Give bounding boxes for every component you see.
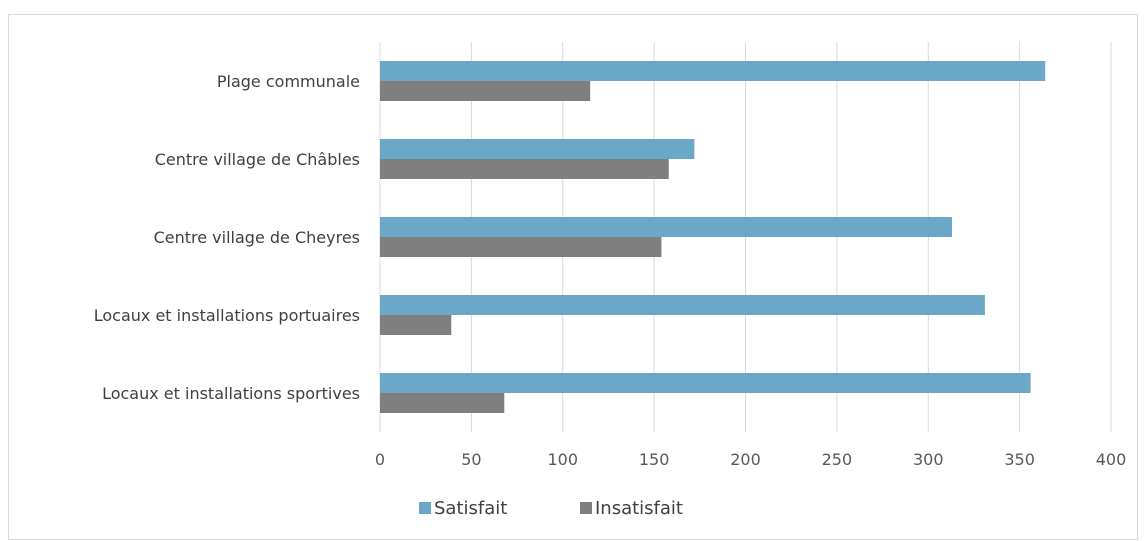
x-tick-label: 250 xyxy=(822,450,853,469)
legend: Satisfait Insatisfait xyxy=(419,498,683,519)
bar-insatisfait-3 xyxy=(380,315,452,335)
bar-satisfait-3 xyxy=(380,295,985,315)
bar-insatisfait-2 xyxy=(380,237,662,257)
x-tick-label: 150 xyxy=(639,450,670,469)
bar-insatisfait-1 xyxy=(380,159,669,179)
x-tick-label: 300 xyxy=(913,450,944,469)
category-label: Locaux et installations portuaires xyxy=(94,306,360,325)
bar-satisfait-1 xyxy=(380,139,695,159)
chart-frame xyxy=(8,14,1138,540)
x-tick-label: 100 xyxy=(547,450,578,469)
x-tick-label: 0 xyxy=(375,450,385,469)
x-tick-label: 200 xyxy=(730,450,761,469)
x-tick-label: 400 xyxy=(1096,450,1127,469)
category-labels: Plage communale Centre village de Châbles… xyxy=(94,72,360,403)
bar-insatisfait-4 xyxy=(380,393,505,413)
legend-label-insatisfait: Insatisfait xyxy=(595,498,683,519)
legend-label-satisfait: Satisfait xyxy=(434,498,507,519)
bar-satisfait-2 xyxy=(380,217,953,237)
bar-satisfait-0 xyxy=(380,61,1046,81)
x-tick-labels: 0 50 100 150 200 250 300 350 400 xyxy=(375,450,1126,469)
bar-insatisfait-0 xyxy=(380,81,591,101)
category-label: Centre village de Cheyres xyxy=(154,228,360,247)
x-tick-label: 50 xyxy=(461,450,481,469)
category-label: Centre village de Châbles xyxy=(155,150,360,169)
legend-swatch-insatisfait xyxy=(580,502,592,514)
category-label: Locaux et installations sportives xyxy=(102,384,360,403)
bar-satisfait-4 xyxy=(380,373,1031,393)
legend-swatch-satisfait xyxy=(419,502,431,514)
category-label: Plage communale xyxy=(217,72,360,91)
x-tick-label: 350 xyxy=(1004,450,1035,469)
bars xyxy=(380,61,1046,413)
